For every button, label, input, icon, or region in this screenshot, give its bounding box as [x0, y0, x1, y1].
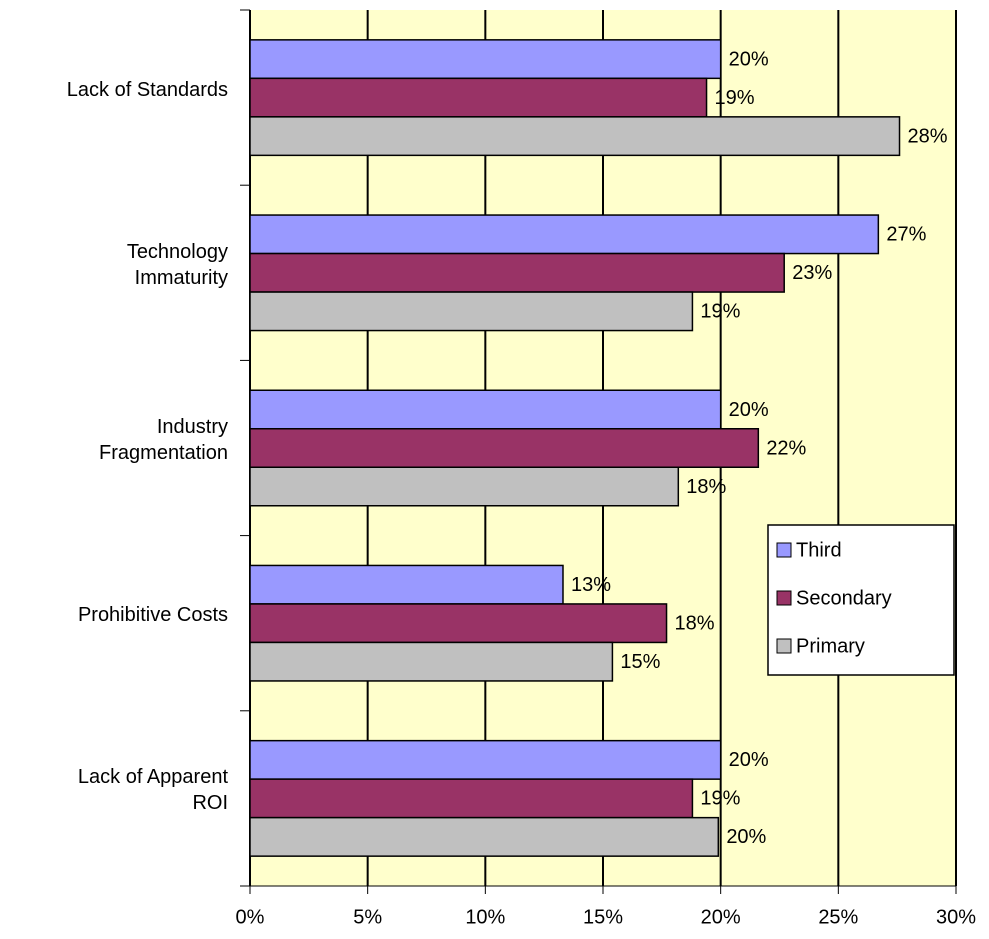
bar [249, 564, 564, 605]
legend-label: Third [796, 539, 842, 561]
data-label: 20% [726, 826, 766, 848]
x-tick-label: 10% [465, 906, 505, 928]
y-tick-label: Lack of Apparent ROI [77, 766, 228, 815]
data-label: 23% [792, 262, 832, 284]
data-label: 13% [571, 574, 611, 596]
bar [249, 252, 785, 293]
data-label: 15% [620, 651, 660, 673]
x-tick-label: 20% [701, 906, 741, 928]
x-tick-label: 5% [353, 906, 382, 928]
data-label: 19% [715, 87, 755, 109]
data-label: 19% [700, 788, 740, 810]
legend-swatch [776, 638, 792, 654]
legend [767, 524, 955, 676]
y-tick-label: Technology Immaturity [126, 240, 228, 289]
legend-swatch [776, 542, 792, 558]
data-label: 20% [729, 399, 769, 421]
bar [249, 428, 760, 468]
bar [249, 214, 880, 255]
y-tick-label: Prohibitive Costs [77, 604, 228, 627]
bar [249, 389, 722, 430]
legend-swatch [776, 590, 792, 606]
bar [249, 603, 668, 644]
y-tick-label: Lack of Standards [66, 78, 228, 101]
bar [249, 739, 722, 780]
data-label: 20% [729, 48, 769, 70]
legend-label: Secondary [796, 587, 892, 609]
bar [249, 641, 614, 682]
legend-label: Primary [796, 635, 865, 657]
data-label: 28% [908, 125, 948, 147]
x-tick-label: 0% [236, 906, 265, 928]
bar [249, 778, 694, 819]
data-label: 20% [729, 749, 769, 771]
bar [249, 816, 720, 857]
bar [249, 116, 901, 157]
x-tick-label: 25% [818, 906, 858, 928]
bar [249, 77, 708, 118]
x-tick-label: 30% [936, 906, 976, 928]
data-label: 18% [686, 476, 726, 498]
data-label: 18% [675, 612, 715, 634]
data-label: 22% [766, 437, 806, 459]
x-tick-label: 15% [583, 906, 623, 928]
y-tick-label: Industry Fragmentation [99, 416, 228, 464]
data-label: 27% [886, 224, 926, 246]
bar [249, 291, 694, 332]
data-label: 19% [700, 301, 740, 323]
bar [249, 39, 722, 80]
bar [249, 466, 680, 507]
